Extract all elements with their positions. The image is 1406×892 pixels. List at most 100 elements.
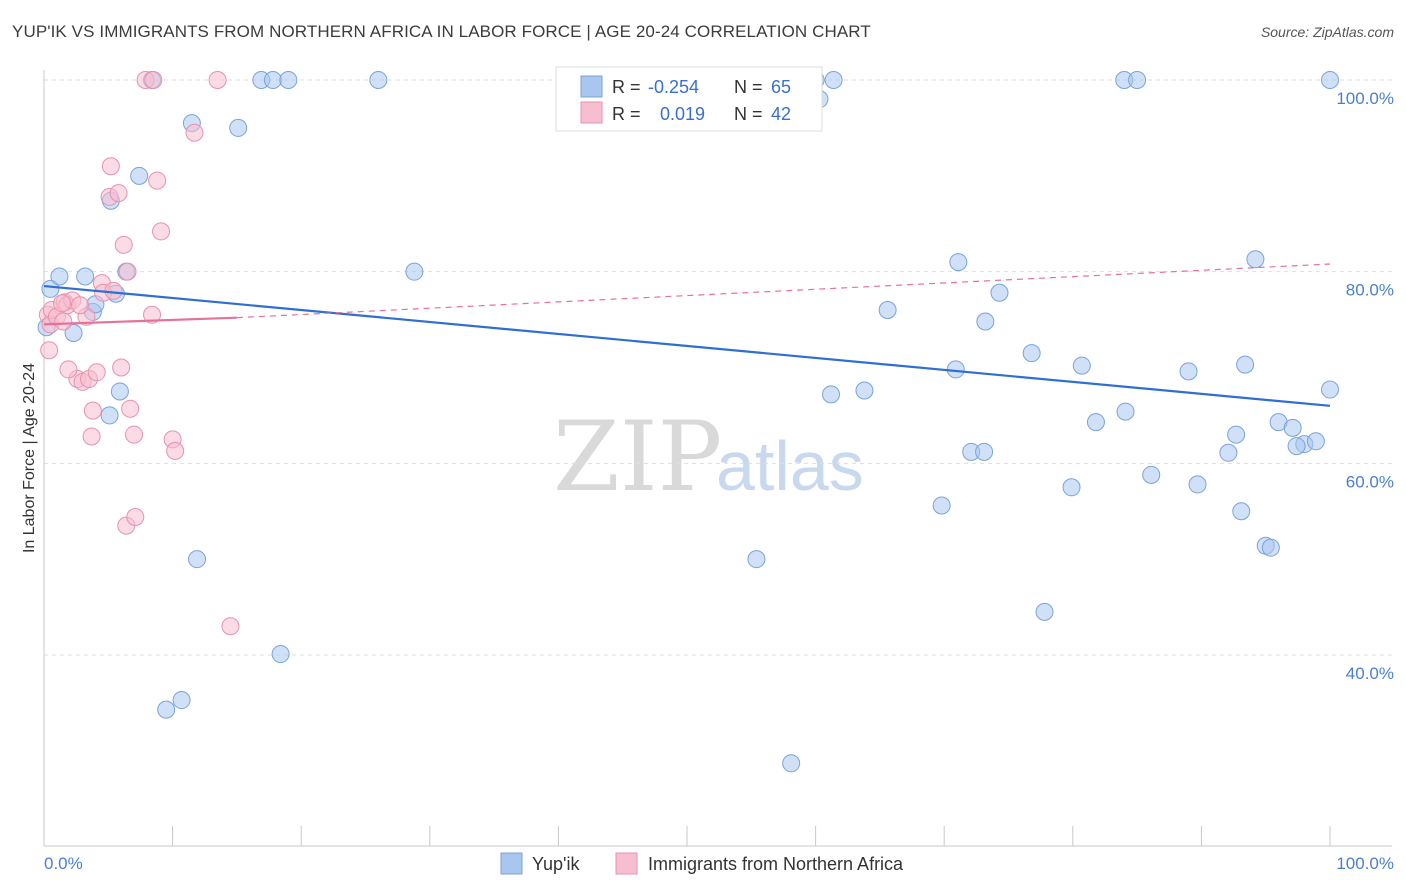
immigrants-point-39 — [71, 296, 90, 315]
yupik-point-41 — [1035, 602, 1054, 621]
yupik-point-47 — [1128, 71, 1147, 89]
yupik-point-2 — [50, 267, 69, 286]
yupik-point-54 — [1236, 355, 1255, 374]
immigrants-point-27 — [126, 508, 145, 526]
legend-n-label-2: N = — [734, 104, 763, 124]
series-yupik — [37, 71, 1339, 773]
yupik-point-45 — [1116, 402, 1135, 421]
yupik-point-29 — [822, 385, 841, 404]
x-axis-ticks — [172, 826, 1331, 846]
yupik-point-49 — [1179, 362, 1198, 381]
yupik-point-21 — [271, 645, 290, 664]
watermark-atlas: atlas — [716, 427, 864, 505]
legend-r-value-2: 0.019 — [660, 104, 705, 124]
yupik-point-22 — [279, 71, 298, 89]
yupik-point-17 — [188, 550, 207, 569]
yupik-point-52 — [1227, 425, 1246, 444]
immigrants-point-34 — [166, 441, 185, 460]
yupik-point-32 — [878, 301, 897, 319]
yupik-point-8 — [100, 406, 119, 425]
immigrants-point-38 — [53, 294, 72, 313]
x-tick-label-left: 0.0% — [44, 854, 83, 873]
legend-n-label-1: N = — [734, 77, 763, 97]
yupik-point-63 — [1321, 71, 1339, 89]
yupik-point-34 — [949, 253, 968, 272]
immigrants-point-36 — [208, 71, 227, 89]
immigrants-point-24 — [118, 262, 137, 281]
yupik-point-39 — [990, 283, 1009, 302]
yupik-point-20 — [263, 71, 282, 89]
legend-r-label-2: R = — [612, 104, 641, 124]
yupik-point-44 — [1086, 413, 1105, 432]
yupik-point-26 — [782, 754, 801, 773]
yupik-point-24 — [405, 262, 424, 281]
yupik-point-59 — [1283, 418, 1302, 437]
yupik-point-51 — [1219, 443, 1238, 462]
immigrants-point-37 — [221, 617, 240, 636]
immigrants-point-26 — [125, 425, 144, 444]
immigrants-point-25 — [121, 399, 140, 418]
yupik-point-3 — [64, 324, 83, 342]
immigrants-point-19 — [101, 157, 120, 176]
yupik-point-33 — [932, 496, 951, 515]
yupik-point-30 — [824, 71, 843, 89]
y-tick-label-60: 60.0% — [1346, 472, 1394, 491]
yupik-point-48 — [1142, 465, 1161, 484]
x-tick-label-right: 100.0% — [1336, 854, 1394, 873]
yupik-point-37 — [975, 442, 994, 461]
bottom-legend-swatch-yupik — [500, 852, 523, 875]
legend-box: R = -0.254 N = 65 R = 0.019 N = 42 — [555, 66, 823, 132]
immigrants-point-5 — [54, 312, 73, 331]
yupik-point-55 — [1246, 250, 1265, 269]
yupik-point-15 — [172, 691, 191, 710]
yupik-point-64 — [1321, 380, 1339, 399]
bottom-legend-label-immigrants: Immigrants from Northern Africa — [648, 854, 904, 874]
yupik-point-1 — [41, 279, 60, 298]
legend-r-label-1: R = — [612, 77, 641, 97]
immigrants-point-21 — [112, 358, 131, 377]
immigrants-point-32 — [152, 222, 171, 241]
immigrants-point-35 — [185, 123, 204, 142]
immigrants-point-40 — [59, 360, 78, 379]
yupik-point-18 — [229, 118, 248, 137]
trend-line-yupik — [43, 284, 1331, 407]
y-axis-tick-labels: 100.0% 80.0% 60.0% 40.0% — [1336, 89, 1394, 683]
immigrants-point-1 — [40, 341, 59, 360]
y-tick-label-80: 80.0% — [1346, 281, 1394, 300]
chart-title: YUP'IK VS IMMIGRANTS FROM NORTHERN AFRIC… — [12, 22, 871, 41]
watermark-zip: ZIP — [553, 401, 722, 513]
legend-r-value-1: -0.254 — [648, 77, 699, 97]
legend-swatch-immigrants — [580, 101, 603, 124]
immigrants-point-22 — [114, 235, 133, 254]
immigrants-point-20 — [109, 184, 128, 203]
source-credit: Source: ZipAtlas.com — [1260, 24, 1394, 40]
legend-n-value-1: 65 — [771, 77, 791, 97]
bottom-legend: Yup'ik Immigrants from Northern Africa — [500, 852, 904, 875]
y-tick-label-40: 40.0% — [1346, 664, 1394, 683]
yupik-point-50 — [1188, 475, 1207, 494]
yupik-point-57 — [1261, 538, 1280, 557]
yupik-point-25 — [747, 550, 766, 569]
yupik-point-31 — [855, 381, 874, 400]
yupik-point-10 — [110, 382, 129, 401]
yupik-point-53 — [1232, 502, 1251, 521]
yupik-point-62 — [1287, 437, 1306, 456]
trend-line-immigrants — [43, 316, 237, 326]
y-axis-title: In Labor Force | Age 20-24 — [21, 363, 38, 553]
yupik-point-12 — [130, 166, 149, 185]
legend-n-value-2: 42 — [771, 104, 791, 124]
immigrants-point-13 — [82, 427, 101, 446]
immigrants-point-31 — [148, 171, 167, 190]
yupik-point-38 — [976, 312, 995, 331]
immigrants-point-30 — [144, 71, 163, 89]
trend-lines — [43, 263, 1331, 407]
immigrants-point-29 — [143, 305, 162, 324]
y-tick-label-100: 100.0% — [1336, 89, 1394, 108]
immigrants-point-14 — [83, 401, 102, 420]
series-immigrants-northern-africa — [38, 71, 240, 636]
yupik-point-14 — [157, 700, 176, 719]
immigrants-point-41 — [104, 281, 123, 300]
yupik-point-43 — [1072, 356, 1091, 375]
bottom-legend-label-yupik: Yup'ik — [532, 854, 580, 874]
